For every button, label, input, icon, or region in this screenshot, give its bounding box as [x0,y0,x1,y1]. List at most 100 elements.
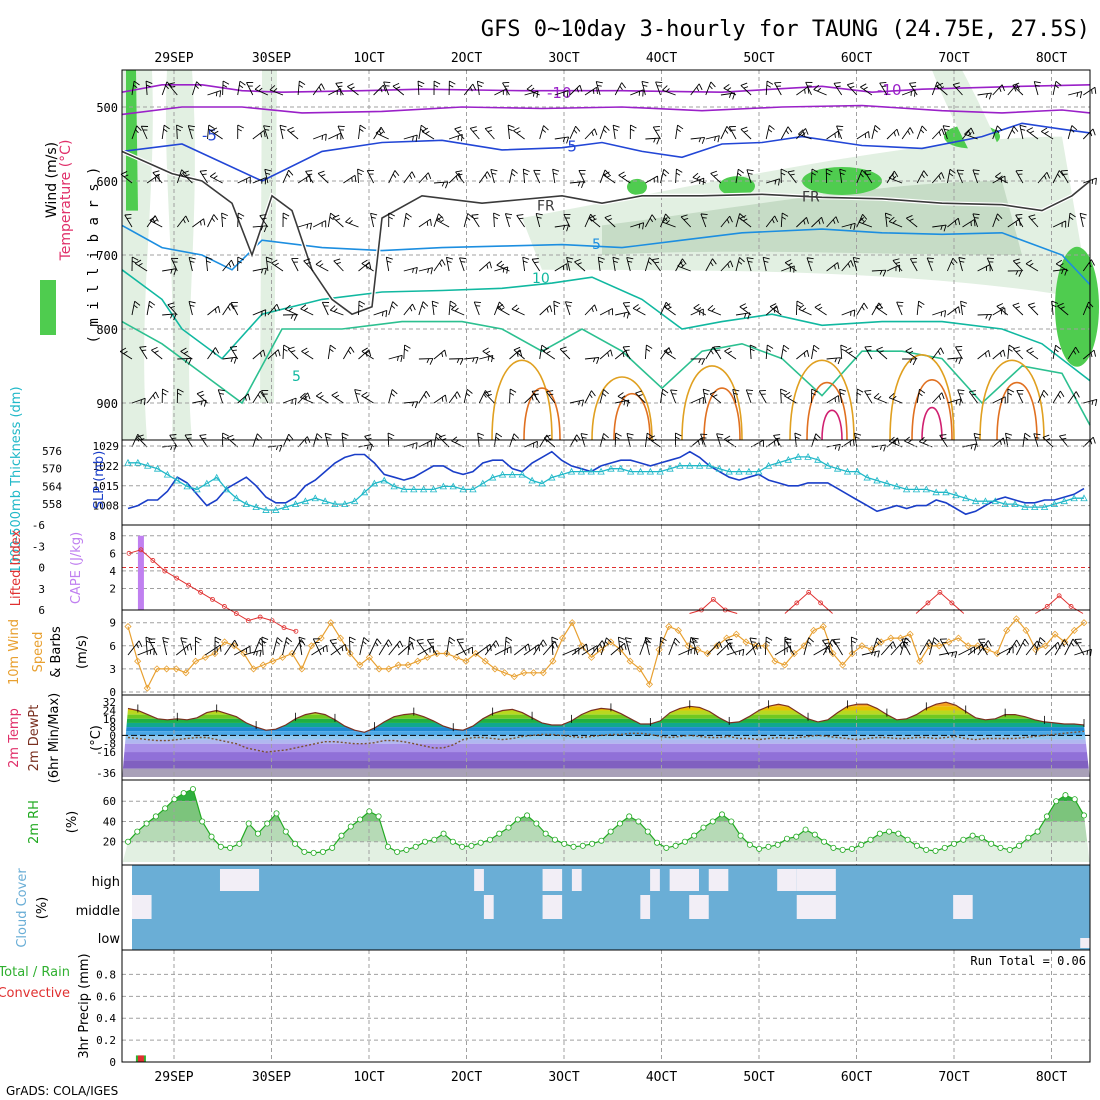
barb-staff [931,81,938,96]
barb-staff [595,81,601,96]
barb-feather [332,642,337,645]
barb-staff [199,435,208,448]
barb-feather [602,392,607,397]
thickness-axis-label: 1000-500mb Thickness (dm) [9,386,24,573]
rh-band [122,801,1090,822]
barb-feather [701,437,704,445]
wind-barb [456,638,467,656]
top-date-tick: 1OCT [353,51,384,66]
barb-staff [690,396,704,404]
barb-feather [748,173,753,175]
barb-feather [1086,650,1089,656]
barb-feather [500,263,505,268]
barb-feather [768,128,773,133]
barb-feather [1038,641,1043,645]
bottom-date-tick: 2OCT [451,1070,482,1085]
wind-barb [392,82,405,96]
barb-feather [1033,433,1041,436]
barb-feather [1069,212,1076,218]
wind-marker [549,657,557,665]
li-tick: 6 [38,604,45,617]
barb-feather [449,636,456,642]
barb-feather [578,647,580,655]
barb-feather [596,81,603,84]
temp-contour [121,104,1091,116]
barb-feather [646,640,651,643]
barb-feather [787,170,795,173]
wind-barb [645,214,657,228]
barb-staff [222,356,237,360]
barb-feather [813,84,820,90]
barb-staff [358,261,370,272]
barb-feather [610,349,613,357]
pressure-tick: 800 [96,323,118,337]
barb-feather [306,177,308,183]
barb-feather [1060,306,1065,309]
barb-staff [618,174,631,184]
wind-barb [253,638,266,656]
barb-feather [273,307,277,312]
barb-feather [868,131,870,139]
barb-feather [775,437,781,440]
barb-staff [879,82,888,96]
barb-feather [400,355,403,363]
barb-feather [940,347,945,354]
barb-feather [361,391,368,397]
barb-feather [626,399,630,407]
barb-feather [388,212,395,217]
barb-feather [591,131,594,137]
wind-barb [780,168,788,184]
wind-barb [127,640,143,656]
thickness-marker [705,461,714,469]
barb-staff [475,643,491,656]
wind-barb [209,172,223,184]
wind-barb [726,648,745,656]
barb-feather [794,432,802,436]
barb-feather [549,305,553,313]
barb-feather [364,434,372,437]
barb-feather [445,181,449,189]
barb-feather [358,304,364,308]
wind-marker [819,622,827,631]
wind-barb [207,347,220,360]
wind-barb [663,347,676,360]
barb-feather [293,314,298,321]
wind-barb [1057,302,1069,316]
thickness-marker [912,485,921,493]
barb-feather [1030,306,1036,309]
barb-feather [477,80,484,84]
barb-feather [714,136,716,142]
barb-staff [330,643,346,656]
barb-feather [1005,432,1013,436]
wind-barb [180,637,188,656]
barb-staff [176,643,191,656]
barb-staff [826,130,839,140]
barb-staff [246,82,254,96]
barb-feather [335,218,341,221]
barb-feather [239,84,244,89]
barb-staff [297,222,312,228]
barb-feather [189,260,195,263]
barb-feather [325,432,332,436]
barb-staff [796,217,807,228]
wind-barb [769,303,782,316]
barb-feather [227,306,231,311]
wind-marker [587,653,596,661]
temp-band [122,731,1090,736]
barb-feather [728,93,732,98]
barb-feather [933,637,940,643]
wind-barb [986,257,995,272]
li-series [128,549,297,632]
barb-feather [580,433,588,436]
barb-staff [678,647,696,656]
barb-feather [834,133,836,138]
barb-staff [167,304,178,316]
thickness-marker [843,467,852,475]
wind-barb [182,170,193,184]
barb-feather [460,261,466,263]
barb-feather [623,400,626,406]
barb-feather [623,302,630,304]
barb-staff [992,307,1006,316]
wind-barb [317,170,329,184]
